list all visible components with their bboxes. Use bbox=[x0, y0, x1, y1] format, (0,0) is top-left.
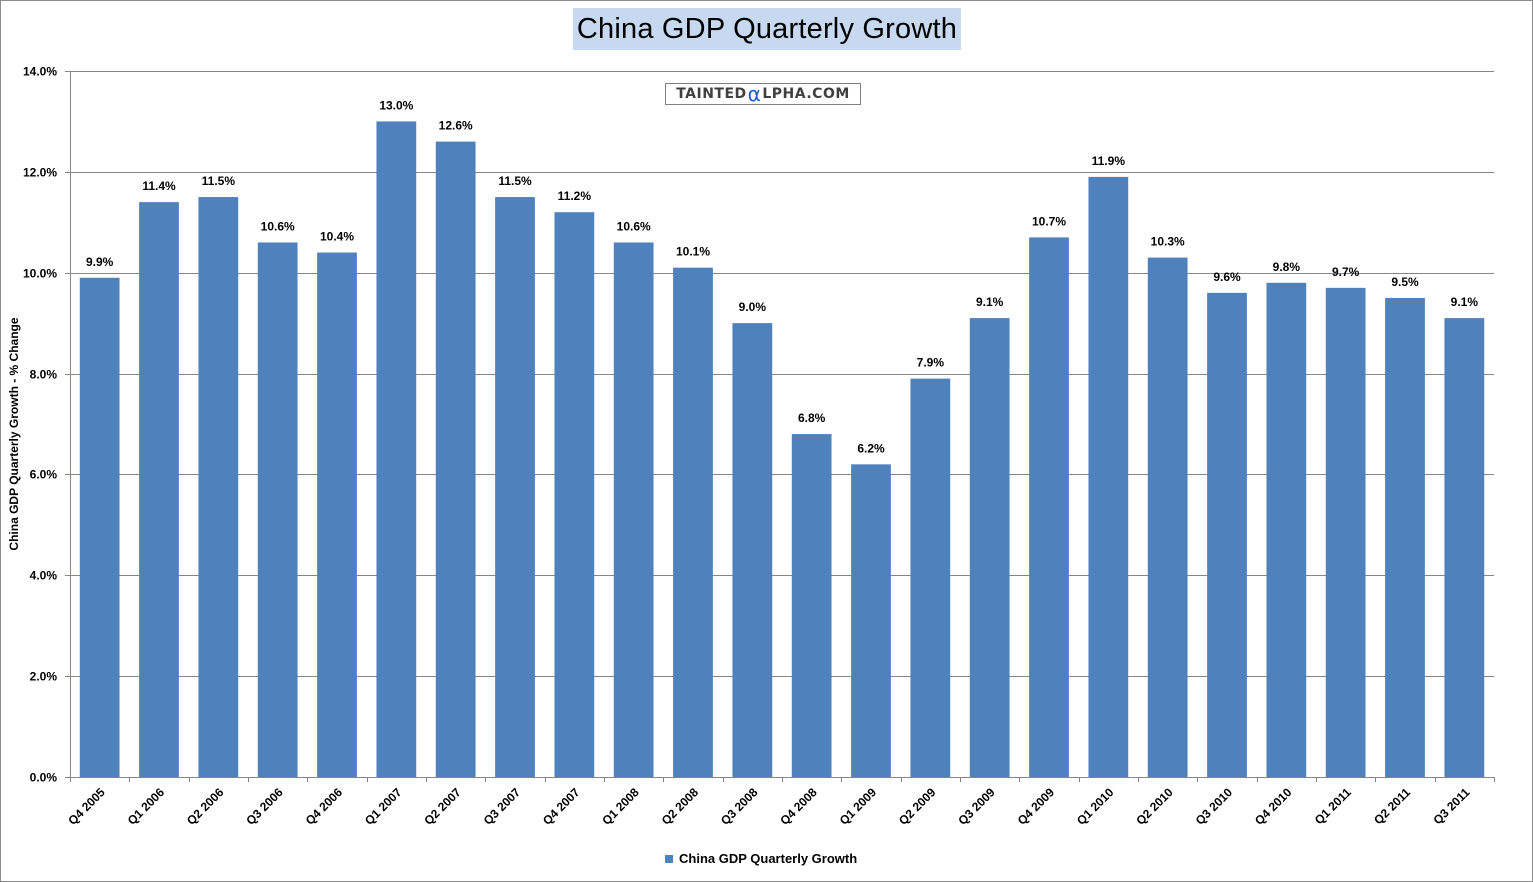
data-label: 10.7% bbox=[1032, 214, 1066, 228]
bar bbox=[791, 434, 832, 777]
data-label: 9.1% bbox=[1451, 295, 1479, 309]
data-label: 10.3% bbox=[1151, 235, 1185, 249]
data-label: 11.4% bbox=[142, 179, 176, 193]
x-tick-label: Q4 2007 bbox=[540, 785, 583, 828]
x-tick-label: Q3 2009 bbox=[955, 785, 998, 828]
x-tick-label: Q2 2010 bbox=[1133, 785, 1176, 828]
bar bbox=[1444, 318, 1485, 777]
bar bbox=[257, 242, 298, 777]
data-label: 6.8% bbox=[798, 411, 826, 425]
data-label: 10.6% bbox=[617, 219, 651, 233]
data-label: 7.9% bbox=[917, 356, 945, 370]
bar bbox=[1147, 257, 1188, 778]
data-label: 11.5% bbox=[202, 174, 236, 188]
legend-swatch bbox=[665, 854, 673, 863]
data-label: 9.6% bbox=[1213, 270, 1241, 284]
y-tick-label: 10.0% bbox=[23, 267, 57, 281]
x-tick-label: Q1 2007 bbox=[362, 785, 405, 828]
x-tick-label: Q1 2010 bbox=[1074, 785, 1117, 828]
x-tick-label: Q4 2008 bbox=[777, 785, 820, 828]
bar bbox=[1385, 297, 1425, 777]
y-tick-label: 8.0% bbox=[30, 368, 58, 382]
y-tick-label: 4.0% bbox=[30, 569, 58, 583]
data-label: 10.4% bbox=[320, 230, 354, 244]
data-label: 12.6% bbox=[439, 119, 473, 133]
x-tick-label: Q4 2005 bbox=[65, 785, 108, 828]
legend: China GDP Quarterly Growth bbox=[665, 851, 857, 866]
y-tick-label: 0.0% bbox=[30, 771, 58, 785]
x-tick-label: Q4 2006 bbox=[303, 785, 346, 828]
y-tick-label: 14.0% bbox=[23, 65, 57, 79]
x-tick-label: Q1 2009 bbox=[837, 785, 880, 828]
watermark-suffix: LPHA.COM bbox=[762, 86, 850, 102]
bar bbox=[851, 464, 891, 777]
data-label: 10.6% bbox=[261, 219, 295, 233]
watermark-alpha: α bbox=[747, 82, 762, 106]
bar bbox=[1325, 287, 1366, 777]
data-label: 9.8% bbox=[1273, 260, 1301, 274]
data-label: 10.1% bbox=[676, 245, 710, 259]
chart-title: China GDP Quarterly Growth bbox=[576, 12, 958, 45]
bar bbox=[495, 197, 535, 778]
data-label: 9.9% bbox=[86, 255, 114, 269]
y-tick-label: 2.0% bbox=[30, 670, 58, 684]
data-label: 9.0% bbox=[739, 300, 767, 314]
x-tick-label: Q2 2007 bbox=[421, 785, 464, 828]
data-label: 9.5% bbox=[1391, 275, 1419, 289]
data-label: 11.9% bbox=[1092, 154, 1126, 168]
x-tick-label: Q3 2006 bbox=[243, 785, 286, 828]
bar bbox=[317, 252, 357, 778]
data-label: 9.1% bbox=[976, 295, 1004, 309]
data-label: 13.0% bbox=[379, 98, 413, 112]
data-label: 6.2% bbox=[857, 441, 885, 455]
y-tick-label: 12.0% bbox=[23, 166, 57, 180]
data-label: 9.7% bbox=[1332, 265, 1360, 279]
bar bbox=[1029, 237, 1069, 777]
x-tick-label: Q1 2006 bbox=[125, 785, 168, 828]
x-tick-label: Q1 2008 bbox=[599, 785, 642, 828]
x-tick-label: Q1 2011 bbox=[1312, 785, 1354, 827]
x-tick-label: Q2 2009 bbox=[896, 785, 939, 828]
y-tick-label: 6.0% bbox=[30, 468, 58, 482]
x-tick-label: Q3 2007 bbox=[481, 785, 524, 828]
y-axis-title: China GDP Quarterly Growth - % Change bbox=[7, 317, 21, 550]
x-tick-label: Q3 2008 bbox=[718, 785, 761, 828]
bar bbox=[613, 242, 654, 777]
bar bbox=[1088, 176, 1129, 777]
x-tick-label: Q3 2010 bbox=[1193, 785, 1236, 828]
data-label: 11.2% bbox=[558, 189, 592, 203]
bar bbox=[435, 141, 476, 778]
bar bbox=[376, 121, 417, 777]
bar bbox=[554, 212, 595, 777]
data-label: 11.5% bbox=[498, 174, 532, 188]
x-tick-label: Q4 2009 bbox=[1015, 785, 1058, 828]
bar bbox=[1266, 282, 1307, 777]
x-tick-label: Q2 2006 bbox=[184, 785, 227, 828]
x-tick-label: Q2 2011 bbox=[1371, 785, 1413, 827]
x-tick-label: Q4 2010 bbox=[1252, 785, 1295, 828]
bar bbox=[198, 197, 239, 778]
legend-label: China GDP Quarterly Growth bbox=[679, 851, 858, 866]
bar bbox=[673, 267, 713, 777]
x-tick-label: Q3 2011 bbox=[1430, 785, 1472, 827]
bar bbox=[732, 323, 773, 777]
bar bbox=[1207, 292, 1247, 777]
x-tick-label: Q2 2008 bbox=[659, 785, 702, 828]
watermark-logo: TAINTED α LPHA.COM bbox=[665, 83, 861, 105]
bar bbox=[910, 378, 951, 777]
bar bbox=[79, 277, 120, 777]
chart-title-box: China GDP Quarterly Growth bbox=[573, 8, 961, 50]
bar bbox=[139, 202, 179, 778]
watermark-prefix: TAINTED bbox=[676, 86, 747, 102]
bar bbox=[969, 318, 1010, 777]
